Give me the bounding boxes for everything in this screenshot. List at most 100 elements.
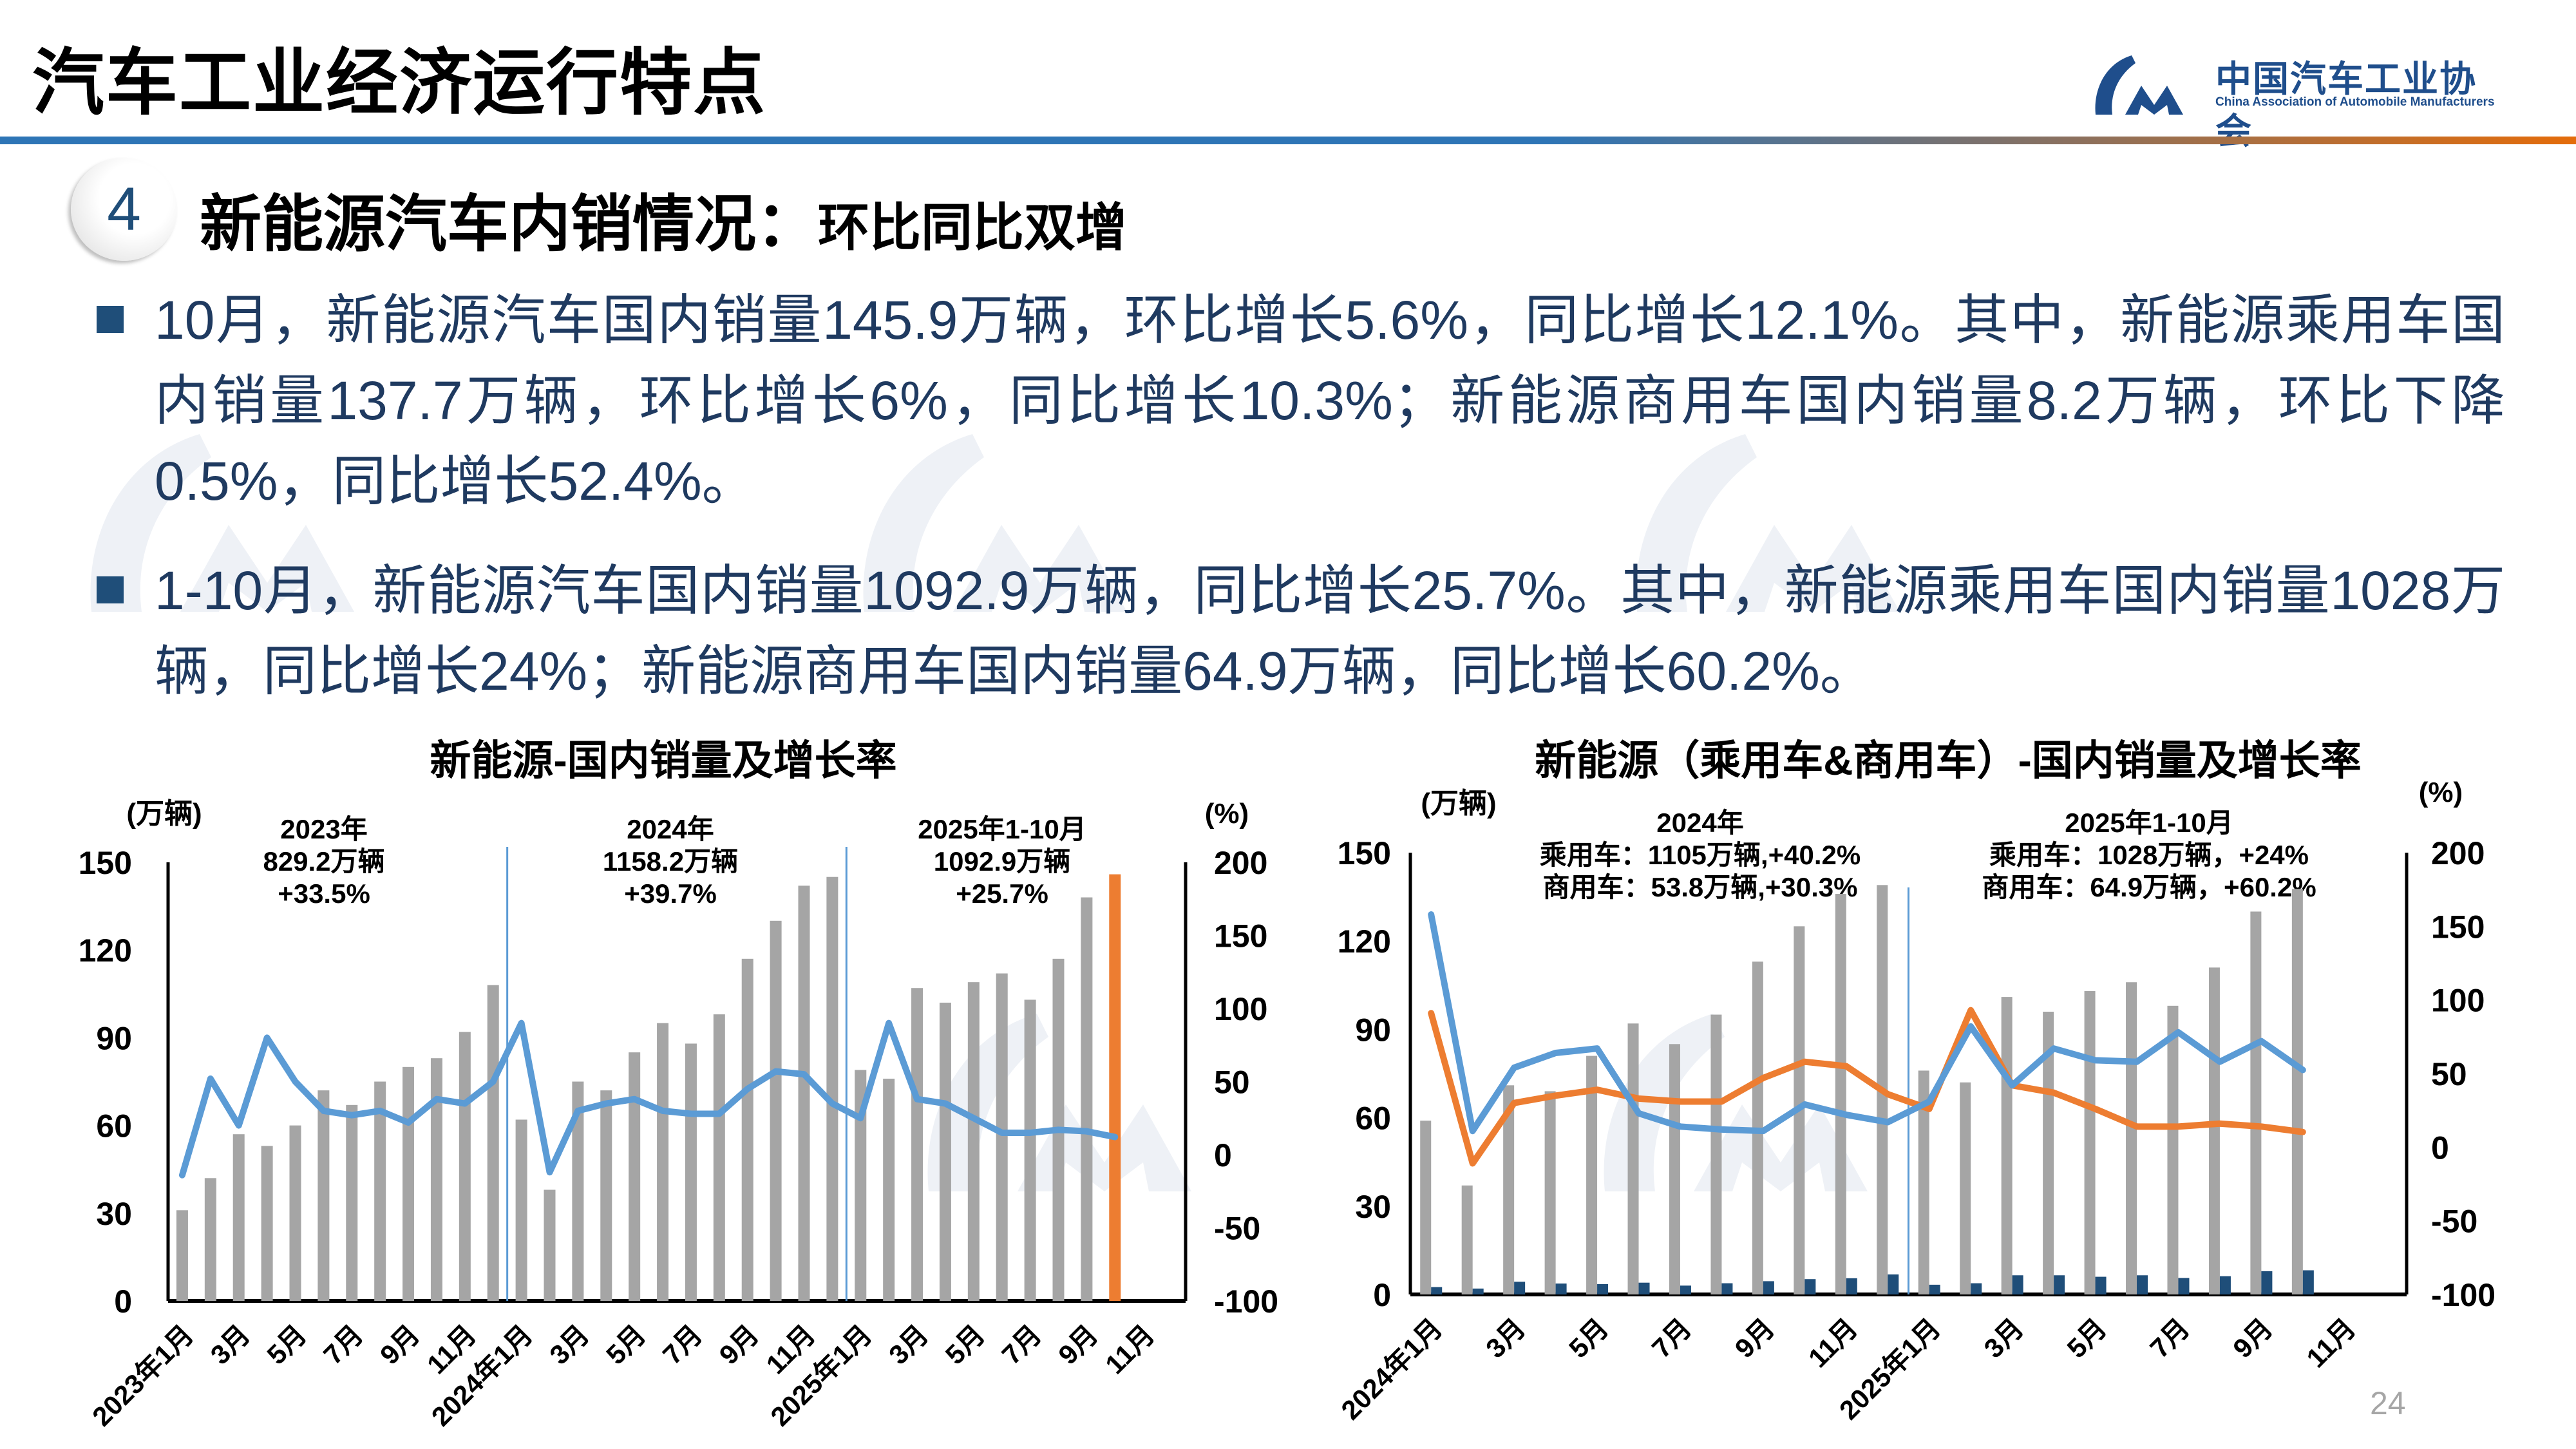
y-tick-label: 0 xyxy=(1373,1277,1391,1313)
bar-main xyxy=(2291,889,2303,1294)
bar-main xyxy=(317,1090,330,1301)
y2-tick-label: 150 xyxy=(1214,918,1267,954)
paragraph-ytd: 1-10月，新能源汽车国内销量1092.9万辆，同比增长25.7%。其中，新能源… xyxy=(155,560,2505,701)
x-tick-label: 11月 xyxy=(1099,1319,1160,1379)
bar-commercial xyxy=(1680,1285,1691,1294)
x-tick-label: 11月 xyxy=(1803,1312,1863,1373)
bar-main xyxy=(1420,1121,1432,1294)
bar-commercial xyxy=(1888,1274,1899,1294)
bar-main xyxy=(1835,894,1846,1294)
bar-main xyxy=(2084,990,2096,1294)
bar-main xyxy=(967,982,980,1301)
bar-main xyxy=(346,1104,358,1301)
annotation-text: 乘用车：1105万辆,+40.2% xyxy=(1540,840,1861,870)
bar-commercial xyxy=(2137,1275,2148,1294)
x-tick-label: 9月 xyxy=(714,1319,764,1370)
bar-main xyxy=(685,1043,697,1301)
bar-main xyxy=(1627,1023,1639,1294)
y2-tick-label: 0 xyxy=(1214,1137,1232,1173)
x-tick-label: 3月 xyxy=(1480,1312,1531,1363)
section-heading-sub: 环比同比双增 xyxy=(818,199,1127,256)
bar-commercial xyxy=(1846,1278,1857,1294)
bar-main xyxy=(741,958,753,1301)
page-title: 汽车工业经济运行特点 xyxy=(32,43,766,123)
logo-text-zh: 中国汽车工业协会 xyxy=(2215,59,2477,151)
bar-main xyxy=(1710,1014,1722,1294)
caam-logo: 中国汽车工业协会 China Association of Automobile… xyxy=(2087,50,2512,151)
bar-commercial xyxy=(2012,1275,2023,1294)
bar-main xyxy=(2208,967,2220,1294)
annotation-text: 2024年 xyxy=(1656,808,1743,838)
y2-tick-label: -50 xyxy=(1214,1211,1260,1247)
annotation-text: 2025年1-10月 xyxy=(2065,808,2233,838)
y2-tick-label: -100 xyxy=(1214,1283,1278,1320)
y2-tick-label: 200 xyxy=(1214,845,1267,881)
bar-commercial xyxy=(1514,1282,1526,1294)
y-tick-label: 60 xyxy=(1355,1101,1391,1137)
y-tick-label: 120 xyxy=(79,933,132,969)
bar-main xyxy=(204,1178,216,1301)
bar-commercial xyxy=(2095,1276,2107,1294)
annotation-text: 2023年 xyxy=(280,814,367,844)
section-heading-main: 新能源汽车内销情况： xyxy=(200,190,818,259)
x-tick-label: 5月 xyxy=(2061,1312,2112,1363)
bar-main xyxy=(1544,1091,1556,1294)
bar-main xyxy=(289,1125,301,1301)
y-tick-label: 120 xyxy=(1338,923,1391,960)
x-tick-label: 7月 xyxy=(1646,1312,1697,1363)
y2-tick-label: 100 xyxy=(2431,983,2485,1019)
x-tick-label: 7月 xyxy=(317,1319,368,1370)
x-tick-label: 11月 xyxy=(2300,1312,2361,1373)
growth-line-1 xyxy=(178,1019,1119,1179)
annotation-text: +39.7% xyxy=(624,878,717,909)
bar-commercial xyxy=(1555,1283,1567,1294)
bar-commercial xyxy=(1431,1287,1443,1294)
y2-tick-label: 150 xyxy=(2431,909,2485,945)
bar-commercial xyxy=(1472,1288,1484,1294)
bar-main xyxy=(544,1189,556,1301)
bar-commercial xyxy=(2219,1276,2231,1294)
y-tick-label: 90 xyxy=(1355,1012,1391,1048)
annotation-text: 829.2万辆 xyxy=(263,846,384,876)
chart-title-left: 新能源-国内销量及增长率 xyxy=(430,737,897,784)
y-tick-label: 30 xyxy=(1355,1189,1391,1225)
bar-commercial xyxy=(1763,1281,1774,1294)
annotation-text: 1158.2万辆 xyxy=(603,846,738,876)
bar-commercial xyxy=(1971,1283,1982,1294)
bar-main xyxy=(515,1119,527,1301)
bar-main xyxy=(572,1081,584,1301)
x-tick-label: 5月 xyxy=(1563,1312,1614,1363)
bar-main xyxy=(2167,1005,2179,1294)
bar-main xyxy=(855,1070,867,1301)
bar-main xyxy=(1109,874,1121,1301)
x-tick-label: 2024年1月 xyxy=(1335,1312,1448,1425)
bullet-list: 10月，新能源汽车国内销量145.9万辆，环比增长5.6%，同比增长12.1%。… xyxy=(97,280,2505,712)
bar-main xyxy=(996,973,1008,1301)
x-tick-label: 3月 xyxy=(544,1319,594,1370)
paragraph-monthly: 10月，新能源汽车国内销量145.9万辆，环比增长5.6%，同比增长12.1%。… xyxy=(155,290,2505,511)
growth-line-1 xyxy=(1428,1007,2306,1167)
annotation-text: 2025年1-10月 xyxy=(918,814,1086,844)
x-tick-label: 3月 xyxy=(205,1319,256,1370)
y2-tick-label: 0 xyxy=(2431,1130,2449,1166)
y2-tick-label: -100 xyxy=(2431,1277,2496,1313)
x-tick-label: 2023年1月 xyxy=(86,1319,199,1432)
annotation-text: +25.7% xyxy=(956,878,1048,909)
chart-title-right: 新能源（乘用车&商用车）-国内销量及增长率 xyxy=(1535,737,2362,784)
section-number-badge: 4 xyxy=(71,158,177,261)
bar-main xyxy=(826,876,838,1301)
bar-main xyxy=(1461,1185,1473,1294)
x-tick-label: 9月 xyxy=(1729,1312,1780,1363)
bar-commercial xyxy=(1638,1282,1650,1294)
annotation-text: 1092.9万辆 xyxy=(934,846,1070,876)
bar-main xyxy=(402,1066,415,1301)
y-axis-unit: (万辆) xyxy=(126,798,202,829)
x-tick-label: 9月 xyxy=(374,1319,425,1370)
bar-main xyxy=(2043,1011,2054,1294)
bar-main xyxy=(713,1014,725,1301)
bullet-item: 10月，新能源汽车国内销量145.9万辆，环比增长5.6%，同比增长12.1%。… xyxy=(97,280,2505,522)
bar-main xyxy=(487,985,499,1301)
bar-main xyxy=(1586,1056,1598,1294)
annotation-text: 商用车：53.8万辆,+30.3% xyxy=(1542,872,1857,902)
